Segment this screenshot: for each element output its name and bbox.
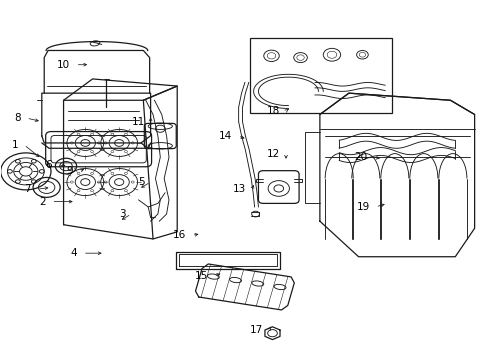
Text: 14: 14 <box>218 131 231 141</box>
Text: 7: 7 <box>25 184 31 194</box>
Text: 17: 17 <box>250 325 263 335</box>
Text: 20: 20 <box>353 152 366 162</box>
Text: 1: 1 <box>12 140 18 150</box>
Text: 19: 19 <box>356 202 369 212</box>
Text: 2: 2 <box>39 197 45 207</box>
Text: 9: 9 <box>66 166 73 176</box>
Text: 12: 12 <box>266 149 280 159</box>
Text: 3: 3 <box>119 209 125 219</box>
Text: 11: 11 <box>131 117 145 127</box>
Text: 10: 10 <box>57 60 70 70</box>
Text: 15: 15 <box>194 271 207 281</box>
Text: 8: 8 <box>14 113 20 123</box>
Text: 16: 16 <box>172 230 185 240</box>
Text: 5: 5 <box>138 177 145 187</box>
Bar <box>249 38 392 113</box>
Text: 13: 13 <box>233 184 246 194</box>
Text: 4: 4 <box>70 248 77 258</box>
Text: 6: 6 <box>45 160 52 170</box>
Text: 18: 18 <box>266 106 280 116</box>
